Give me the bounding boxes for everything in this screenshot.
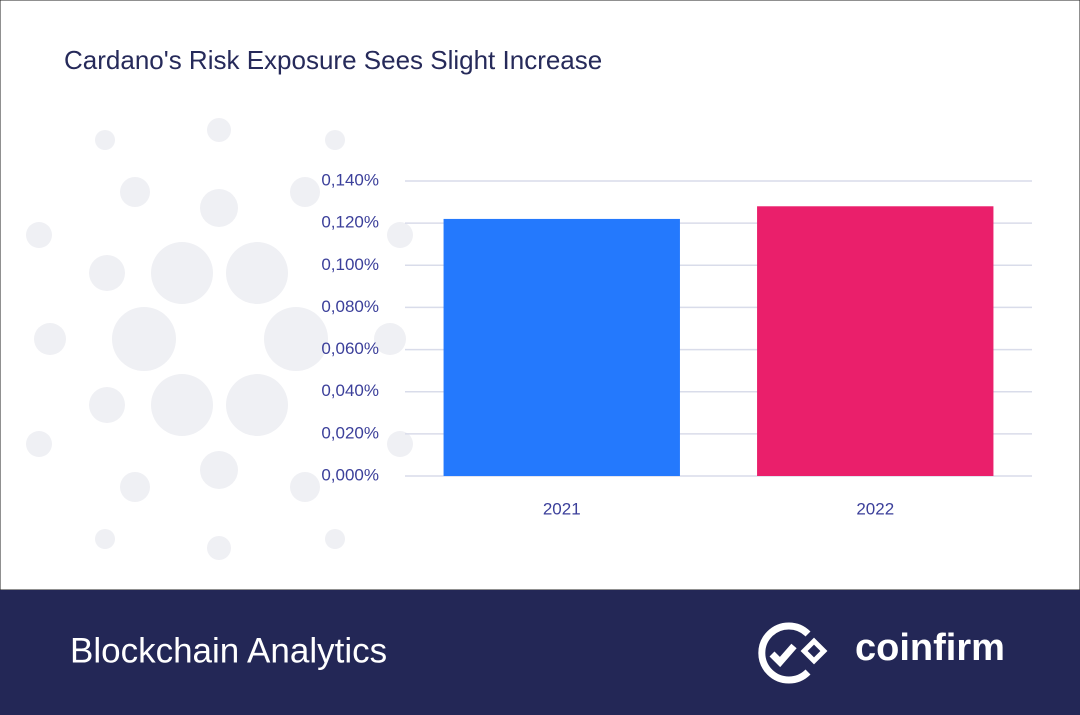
footer-brand: coinfirm: [855, 627, 1005, 669]
chart-title: Cardano's Risk Exposure Sees Slight Incr…: [64, 45, 602, 75]
y-tick-label: 0,100%: [321, 255, 379, 274]
y-tick-label: 0,060%: [321, 339, 379, 358]
bar: [443, 218, 680, 476]
brand-logo: [758, 622, 828, 684]
y-tick-label: 0,020%: [321, 423, 379, 442]
y-tick-label: 0,120%: [321, 213, 379, 232]
y-tick-label: 0,040%: [321, 381, 379, 400]
y-tick-label: 0,000%: [321, 465, 379, 484]
plot-area: 0,000% 0,020% 0,040% 0,060% 0,080% 0,100% 0,12…: [321, 170, 1032, 518]
footer-tagline: Blockchain Analytics: [70, 631, 387, 670]
bar: [757, 206, 994, 477]
y-tick-label: 0,080%: [321, 297, 379, 316]
y-tick-label: 0,140%: [321, 170, 379, 189]
x-tick-label: 2022: [856, 499, 894, 518]
footer-band: [0, 590, 1080, 715]
x-tick-label: 2021: [543, 499, 581, 518]
cardano-decoration: [26, 118, 413, 560]
